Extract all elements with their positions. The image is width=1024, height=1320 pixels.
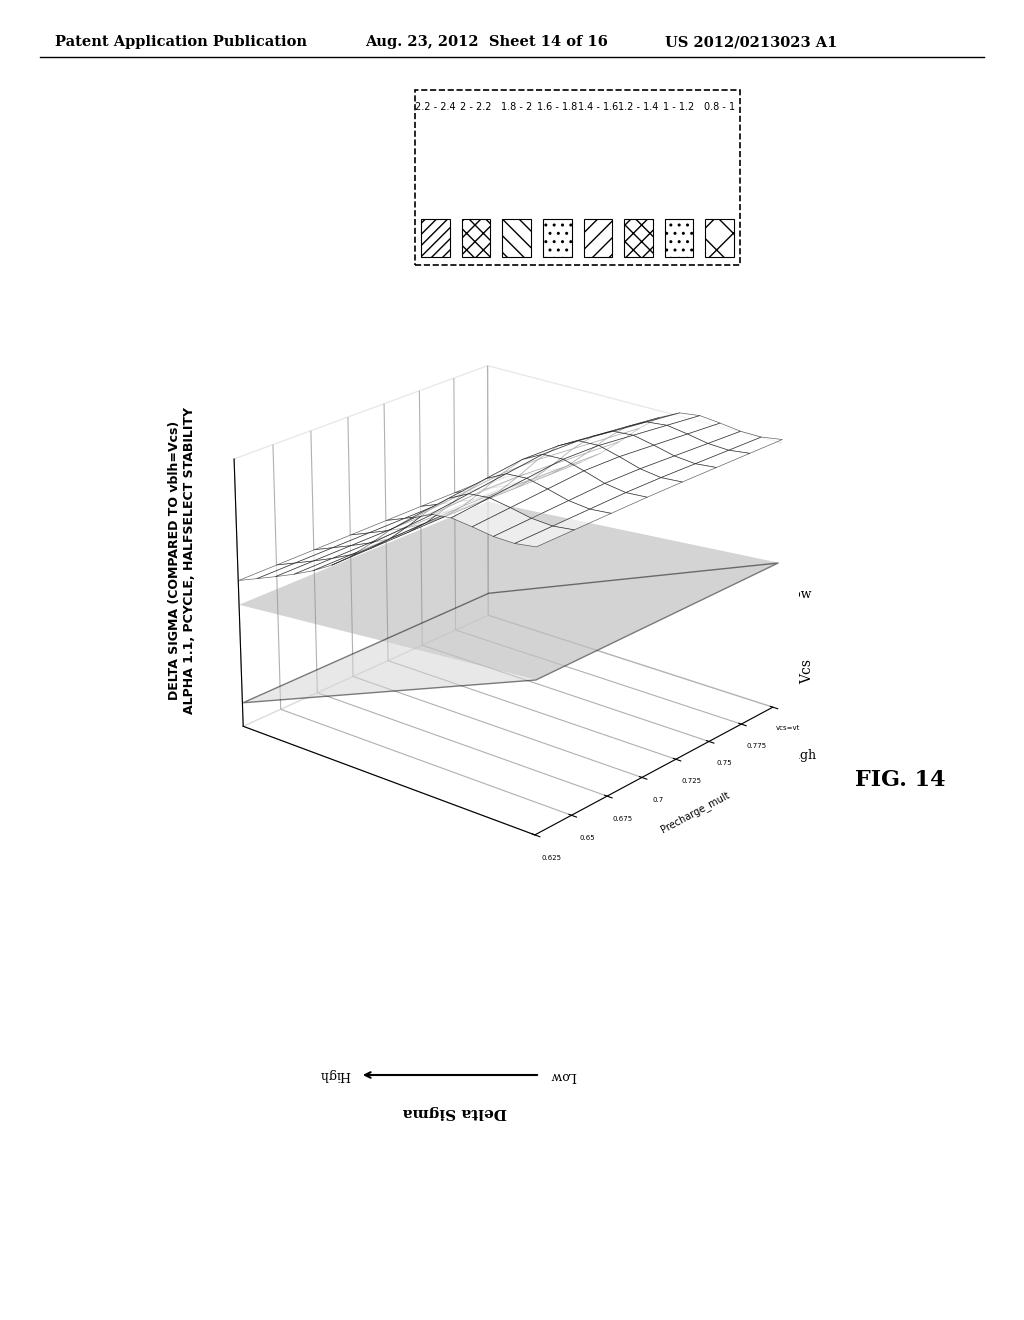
Text: Vcs: Vcs: [800, 660, 814, 685]
Text: High: High: [318, 1068, 350, 1081]
Bar: [584, 219, 612, 257]
Bar: [415, 90, 740, 265]
Bar: [421, 219, 450, 257]
Text: 2.2 - 2.4: 2.2 - 2.4: [415, 102, 456, 112]
X-axis label: Precharge_mult: Precharge_mult: [658, 789, 731, 834]
Text: 1.8 - 2: 1.8 - 2: [501, 102, 532, 112]
Bar: [543, 219, 571, 257]
Text: Low: Low: [785, 589, 811, 602]
Bar: [502, 219, 530, 257]
Bar: [665, 219, 693, 257]
Text: DELTA SIGMA (COMPARED TO vblh=Vcs)
ALPHA 1.1, PCYCLE, HALFSELECT STABILITY: DELTA SIGMA (COMPARED TO vblh=Vcs) ALPHA…: [168, 407, 196, 714]
Text: High: High: [785, 748, 816, 762]
Text: 0.8 - 1: 0.8 - 1: [705, 102, 735, 112]
Text: US 2012/0213023 A1: US 2012/0213023 A1: [665, 36, 838, 49]
Bar: [624, 219, 652, 257]
Text: Patent Application Publication: Patent Application Publication: [55, 36, 307, 49]
Text: 1.6 - 1.8: 1.6 - 1.8: [537, 102, 578, 112]
Text: 1.2 - 1.4: 1.2 - 1.4: [618, 102, 658, 112]
Text: Low: Low: [550, 1068, 577, 1081]
Text: Delta Sigma: Delta Sigma: [402, 1105, 507, 1119]
Text: FIG. 14: FIG. 14: [855, 770, 945, 791]
Text: 1 - 1.2: 1 - 1.2: [664, 102, 694, 112]
Text: 1.4 - 1.6: 1.4 - 1.6: [578, 102, 617, 112]
Text: 2 - 2.2: 2 - 2.2: [460, 102, 492, 112]
Bar: [706, 219, 734, 257]
Bar: [462, 219, 490, 257]
Text: Aug. 23, 2012  Sheet 14 of 16: Aug. 23, 2012 Sheet 14 of 16: [365, 36, 608, 49]
